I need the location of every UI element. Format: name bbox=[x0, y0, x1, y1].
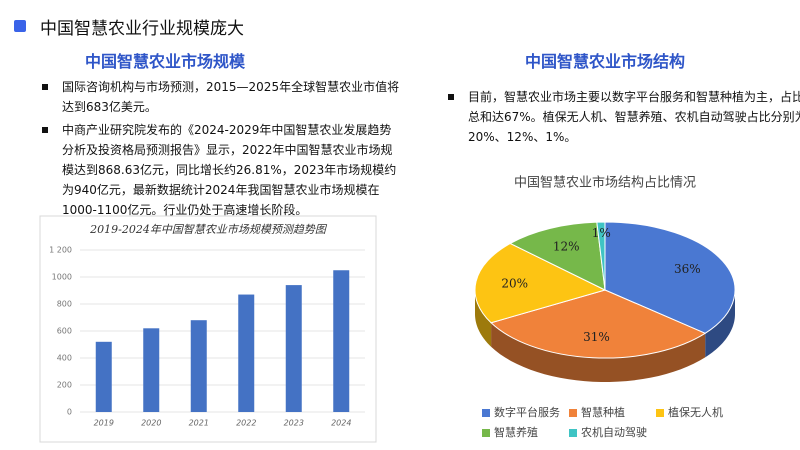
bar bbox=[143, 328, 160, 412]
data-label: 20% bbox=[501, 277, 528, 291]
bar bbox=[285, 285, 302, 412]
pie-slice bbox=[596, 221, 606, 291]
legend-swatch bbox=[482, 409, 490, 417]
pie-slice-side bbox=[705, 290, 735, 358]
legend-label: 农机自动驾驶 bbox=[581, 425, 647, 439]
pie-slice-side bbox=[491, 322, 706, 382]
bar bbox=[95, 341, 112, 412]
y-tick-label: 1000 bbox=[52, 273, 72, 282]
y-tick-label: 0 bbox=[67, 408, 72, 417]
legend-swatch bbox=[569, 429, 577, 437]
legend-label: 数字平台服务 bbox=[494, 405, 560, 419]
pie-slice bbox=[509, 221, 606, 291]
legend-swatch bbox=[569, 409, 577, 417]
data-label: 1% bbox=[592, 226, 611, 240]
bullet: 国际咨询机构与市场预测，2015—2025年全球智慧农业市值将达到683亿美元。 bbox=[40, 77, 402, 117]
y-tick-label: 200 bbox=[57, 381, 72, 390]
legend-swatch bbox=[656, 409, 664, 417]
x-tick-label: 2019 bbox=[94, 419, 114, 428]
legend-label: 智慧养殖 bbox=[494, 425, 538, 439]
bullet: 目前，智慧农业市场主要以数字平台服务和智慧种植为主，占比总和达67%。植保无人机… bbox=[446, 87, 800, 147]
legend-swatch bbox=[482, 429, 490, 437]
slide-title: 中国智慧农业行业规模庞大 bbox=[40, 19, 244, 39]
x-tick-label: 2020 bbox=[141, 419, 161, 428]
data-label: 36% bbox=[674, 262, 701, 276]
title-icon bbox=[14, 20, 26, 32]
pie-slice bbox=[490, 289, 707, 359]
pie-chart-title: 中国智慧农业市场结构占比情况 bbox=[514, 175, 696, 191]
bar bbox=[238, 294, 255, 412]
data-label: 12% bbox=[553, 239, 580, 253]
y-tick-label: 1 200 bbox=[49, 246, 72, 255]
pie-slice bbox=[604, 221, 736, 334]
bar-chart-title: 2019-2024年中国智慧农业市场规模预测趋势图 bbox=[89, 223, 328, 236]
y-tick-label: 600 bbox=[57, 327, 72, 336]
x-tick-label: 2024 bbox=[331, 419, 351, 428]
x-tick-label: 2022 bbox=[236, 419, 256, 428]
bar bbox=[190, 320, 207, 412]
pie-slice bbox=[474, 242, 607, 324]
pie-slice-side bbox=[475, 290, 492, 347]
bar bbox=[333, 270, 350, 412]
x-tick-label: 2023 bbox=[284, 419, 304, 428]
left-subtitle: 中国智慧农业市场规模 bbox=[84, 52, 245, 71]
legend-label: 智慧种植 bbox=[581, 405, 625, 419]
data-label: 31% bbox=[583, 330, 610, 344]
x-tick-label: 2021 bbox=[189, 419, 209, 428]
y-tick-label: 400 bbox=[57, 354, 72, 363]
legend-label: 植保无人机 bbox=[668, 405, 723, 419]
bullet: 中商产业研究院发布的《2024-2029年中国智慧农业发展趋势分析及投资格局预测… bbox=[40, 120, 402, 220]
y-tick-label: 800 bbox=[57, 300, 72, 309]
right-subtitle: 中国智慧农业市场结构 bbox=[524, 52, 685, 71]
